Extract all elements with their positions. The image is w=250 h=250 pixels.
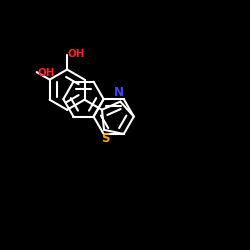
Text: N: N xyxy=(114,86,124,100)
Text: S: S xyxy=(101,132,109,145)
Text: OH: OH xyxy=(38,68,55,78)
Text: OH: OH xyxy=(68,49,86,59)
